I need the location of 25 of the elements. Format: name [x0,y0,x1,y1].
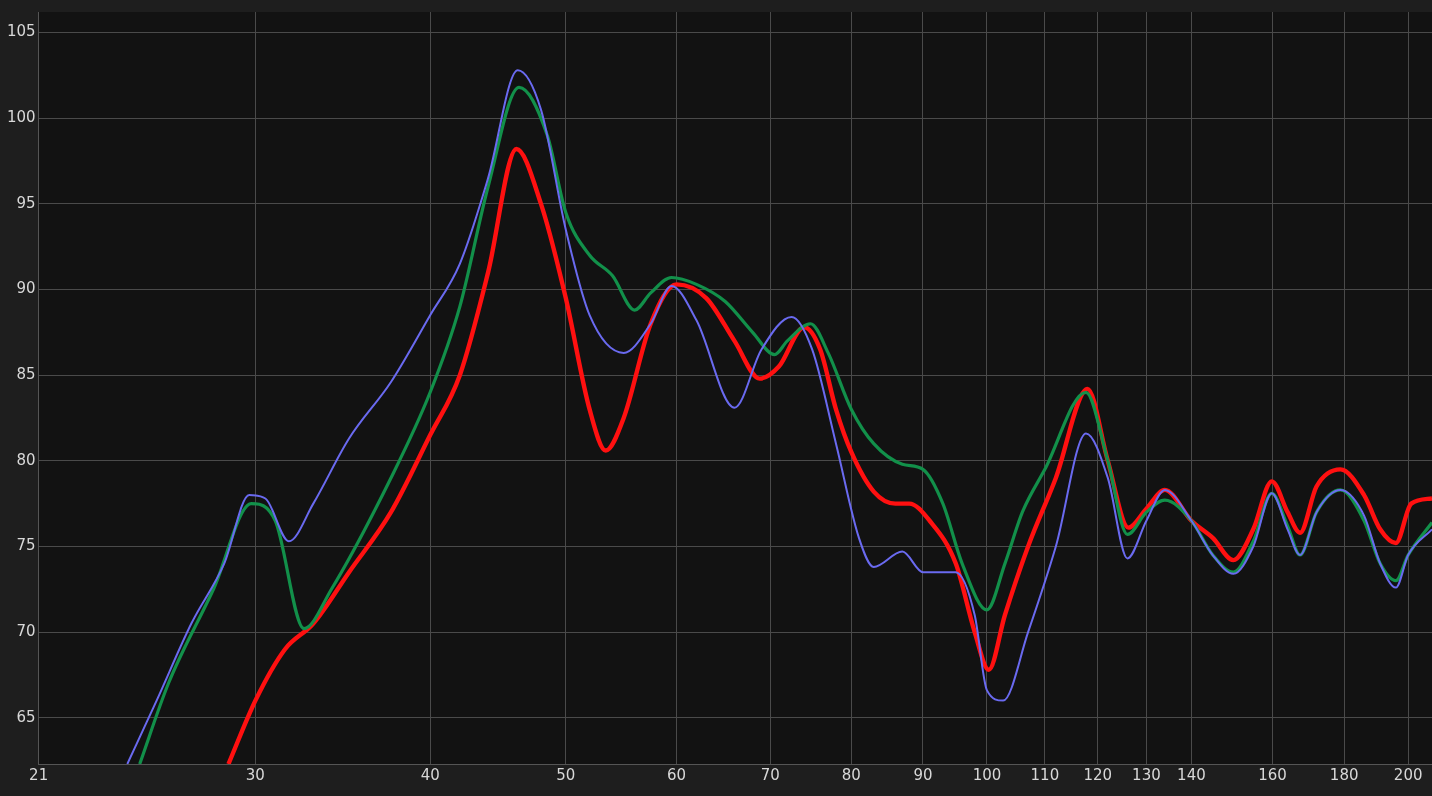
y-tick-label: 90 [16,279,36,298]
y-tick-label: 100 [6,108,36,127]
x-tick-label: 100 [972,765,1002,784]
x-tick-label: 80 [841,765,861,784]
x-tick-label: 110 [1030,765,1060,784]
x-tick-label: 200 [1393,765,1423,784]
y-tick-label: 85 [16,365,36,384]
x-tick-label: 60 [667,765,687,784]
x-tick-label: 180 [1329,765,1359,784]
x-tick-label: 40 [420,765,440,784]
x-tick-label: 120 [1083,765,1113,784]
x-tick-label: 30 [245,765,265,784]
x-tick-label: 130 [1132,765,1161,784]
x-tick-label: 160 [1258,765,1287,784]
y-tick-label: 80 [16,450,36,469]
x-tick-label: 50 [556,765,576,784]
y-tick-label: 75 [16,536,36,555]
y-tick-label: 105 [6,22,36,41]
y-tick-label: 70 [16,621,36,640]
y-tick-label: 95 [16,193,36,212]
x-tick-label: 140 [1177,765,1206,784]
x-tick-label: 90 [913,765,933,784]
x-tick-label: 70 [760,765,780,784]
y-tick-label: 65 [16,707,36,726]
x-tick-label: 21 [29,765,49,784]
